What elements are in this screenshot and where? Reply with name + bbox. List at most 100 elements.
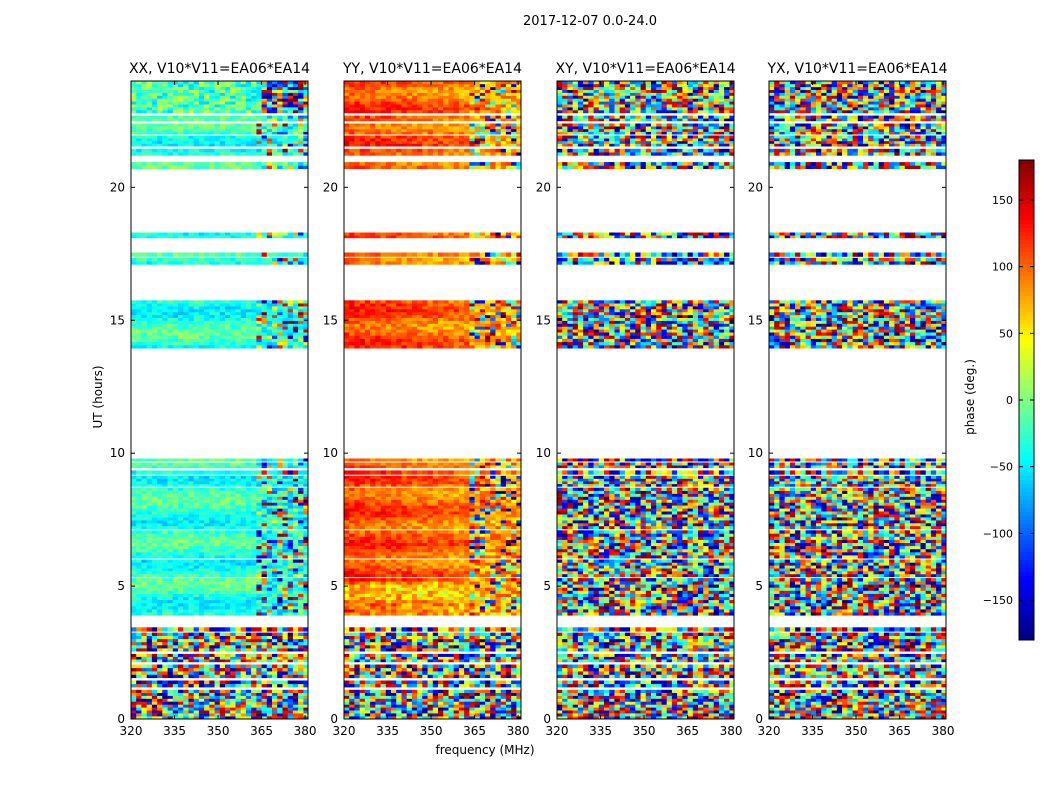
heatmap-cell: [287, 165, 294, 169]
heatmap-cell: [432, 683, 439, 688]
heatmap-cell: [141, 86, 147, 90]
heatmap-cell: [214, 107, 221, 111]
heatmap-cell: [417, 648, 423, 652]
heatmap-cell: [172, 514, 179, 518]
heatmap-cell: [277, 483, 283, 487]
heatmap-cell: [245, 568, 252, 572]
heatmap-cell: [298, 110, 304, 114]
heatmap-cell: [287, 252, 294, 257]
heatmap-cell: [209, 118, 215, 122]
heatmap-cell: [162, 704, 168, 708]
heatmap-cell: [303, 602, 309, 607]
heatmap-cell: [266, 526, 273, 530]
heatmap-cell: [245, 126, 252, 130]
heatmap-cell: [261, 635, 268, 640]
heatmap-cell: [422, 671, 428, 675]
heatmap-cell: [432, 710, 439, 714]
heatmap-cell: [193, 311, 200, 316]
heatmap-cell: [240, 701, 247, 705]
heatmap-cell: [266, 131, 273, 135]
heatmap-cell: [427, 671, 434, 675]
heatmap-cell: [178, 632, 184, 636]
heatmap-cell: [277, 323, 283, 327]
heatmap-cell: [261, 252, 268, 257]
heatmap-cell: [256, 656, 262, 660]
heatmap-cell: [225, 671, 231, 675]
heatmap-cell: [272, 641, 278, 646]
heatmap-cell: [198, 126, 205, 130]
heatmap-cell: [448, 656, 454, 660]
heatmap-cell: [198, 128, 205, 132]
heatmap-cell: [193, 317, 200, 321]
heatmap-cell: [432, 692, 439, 696]
heatmap-cell: [214, 653, 221, 657]
heatmap-cell: [349, 671, 355, 675]
heatmap-cell: [282, 562, 288, 566]
heatmap-cell: [282, 311, 288, 316]
heatmap-cell: [272, 148, 278, 153]
heatmap-cell: [162, 520, 168, 524]
heatmap-cell: [240, 520, 247, 524]
heatmap-cell: [157, 590, 163, 594]
heatmap-cell: [266, 92, 273, 96]
heatmap-cell: [198, 716, 205, 720]
heatmap-cell: [230, 526, 236, 530]
heatmap-cell: [157, 573, 163, 578]
heatmap-cell: [172, 641, 179, 646]
heatmap-cell: [209, 680, 215, 685]
heatmap-cell: [256, 545, 262, 550]
heatmap-cell: [287, 332, 294, 336]
heatmap-cell: [204, 596, 210, 601]
heatmap-cell: [245, 520, 252, 524]
heatmap-cell: [298, 641, 304, 646]
heatmap-cell: [178, 568, 184, 572]
heatmap-cell: [261, 656, 268, 660]
heatmap-cell: [266, 593, 273, 597]
heatmap-cell: [261, 306, 268, 310]
heatmap-cell: [193, 143, 200, 147]
heatmap-cell: [385, 704, 392, 708]
heatmap-cell: [272, 707, 278, 711]
heatmap-cell: [422, 632, 428, 636]
heatmap-cell: [266, 162, 273, 166]
heatmap-cell: [251, 648, 257, 652]
heatmap-cell: [230, 508, 236, 512]
heatmap-cell: [464, 692, 470, 696]
heatmap-cell: [157, 593, 163, 597]
heatmap-cell: [188, 465, 194, 469]
heatmap-cell: [204, 152, 210, 156]
heatmap-cell: [209, 692, 215, 696]
heatmap-cell: [151, 568, 158, 572]
heatmap-cell: [251, 300, 257, 304]
heatmap-cell: [303, 314, 309, 318]
heatmap-cell: [178, 542, 184, 547]
heatmap-cell: [277, 235, 283, 239]
heatmap-cell: [219, 552, 226, 556]
heatmap-cell: [146, 475, 153, 479]
heatmap-cell: [490, 667, 496, 672]
heatmap-cell: [303, 505, 309, 509]
heatmap-cell: [219, 345, 226, 349]
heatmap-cell: [500, 632, 507, 636]
heatmap-cell: [198, 704, 205, 708]
heatmap-cell: [146, 520, 153, 524]
heatmap-cell: [204, 648, 210, 652]
heatmap-cell: [198, 548, 205, 553]
heatmap-cell: [282, 478, 288, 482]
heatmap-cell: [282, 520, 288, 524]
heatmap-cell: [266, 317, 273, 321]
heatmap-cell: [225, 320, 231, 324]
heatmap-cell: [230, 701, 236, 705]
heatmap-cell: [474, 713, 481, 717]
heatmap-cell: [370, 707, 376, 711]
heatmap-cell: [230, 584, 236, 588]
heatmap-cell: [438, 667, 444, 672]
heatmap-cell: [354, 674, 360, 679]
heatmap-cell: [261, 110, 268, 114]
heatmap-cell: [277, 635, 283, 640]
heatmap-cell: [193, 235, 200, 239]
heatmap-cell: [256, 571, 262, 575]
heatmap-cell: [162, 493, 168, 497]
heatmap-cell: [266, 98, 273, 102]
heatmap-cell: [261, 309, 268, 313]
